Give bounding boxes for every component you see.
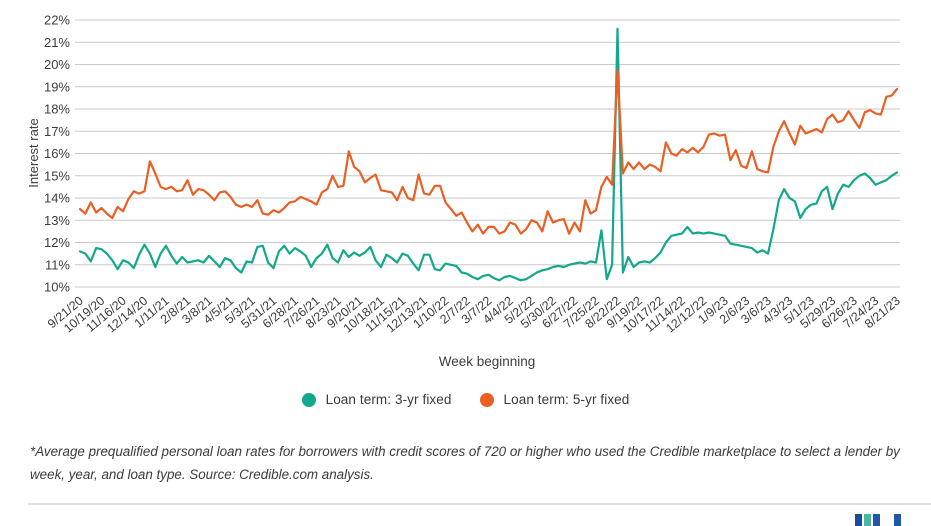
y-tick-label: 15% [44,168,70,183]
y-tick-label: 10% [44,280,70,295]
y-tick-label: 14% [44,191,70,206]
logo-square-2 [864,514,871,526]
legend-item-5yr: Loan term: 5-yr fixed [479,392,630,407]
gridlines [75,19,900,288]
y-tick-label: 17% [44,124,70,139]
logo-square-1 [855,514,862,526]
y-tick-label: 16% [44,146,70,161]
logo-square-3 [873,514,880,526]
logo-square-4 [894,514,901,526]
series-line-teal [78,27,899,282]
y-tick-label: 21% [44,35,70,50]
legend-dot-5yr-icon [479,392,494,407]
y-axis-tick-labels: 10% 11% 12% 13% 14% 15% 16% 17% 18% 19% 20% 21% 22% [44,13,70,295]
loan-rates-line-chart: 10% 11% 12% 13% 14% 15% 16% 17% 18% 19% 20% 21% 22% 9… [26,13,903,370]
legend-item-3yr: Loan term: 3-yr fixed [301,392,452,407]
legend-label-3yr: Loan term: 3-yr fixed [325,392,452,407]
legend-dot-3yr-icon [301,392,316,407]
footnote-source-text: *Average prequalified personal loan rate… [30,444,900,482]
series-line-orange [78,68,899,235]
x-axis-tick-labels: 9/21/2010/19/2011/16/2012/14/201/11/212/… [45,294,903,336]
credible-logo-fragment-icon [855,514,905,526]
y-axis-title: Interest rate [26,118,41,187]
y-tick-label: 13% [44,213,70,228]
legend-label-5yr: Loan term: 5-yr fixed [503,392,630,407]
y-tick-label: 22% [44,13,70,28]
y-tick-label: 18% [44,102,70,117]
y-tick-label: 11% [45,257,70,272]
bottom-divider [28,503,931,505]
y-tick-label: 12% [44,235,70,250]
y-tick-label: 20% [44,57,70,72]
chart-legend: Loan term: 3-yr fixed Loan term: 5-yr fi… [0,392,931,407]
x-axis-title: Week beginning [439,354,536,369]
y-tick-label: 19% [44,79,70,94]
